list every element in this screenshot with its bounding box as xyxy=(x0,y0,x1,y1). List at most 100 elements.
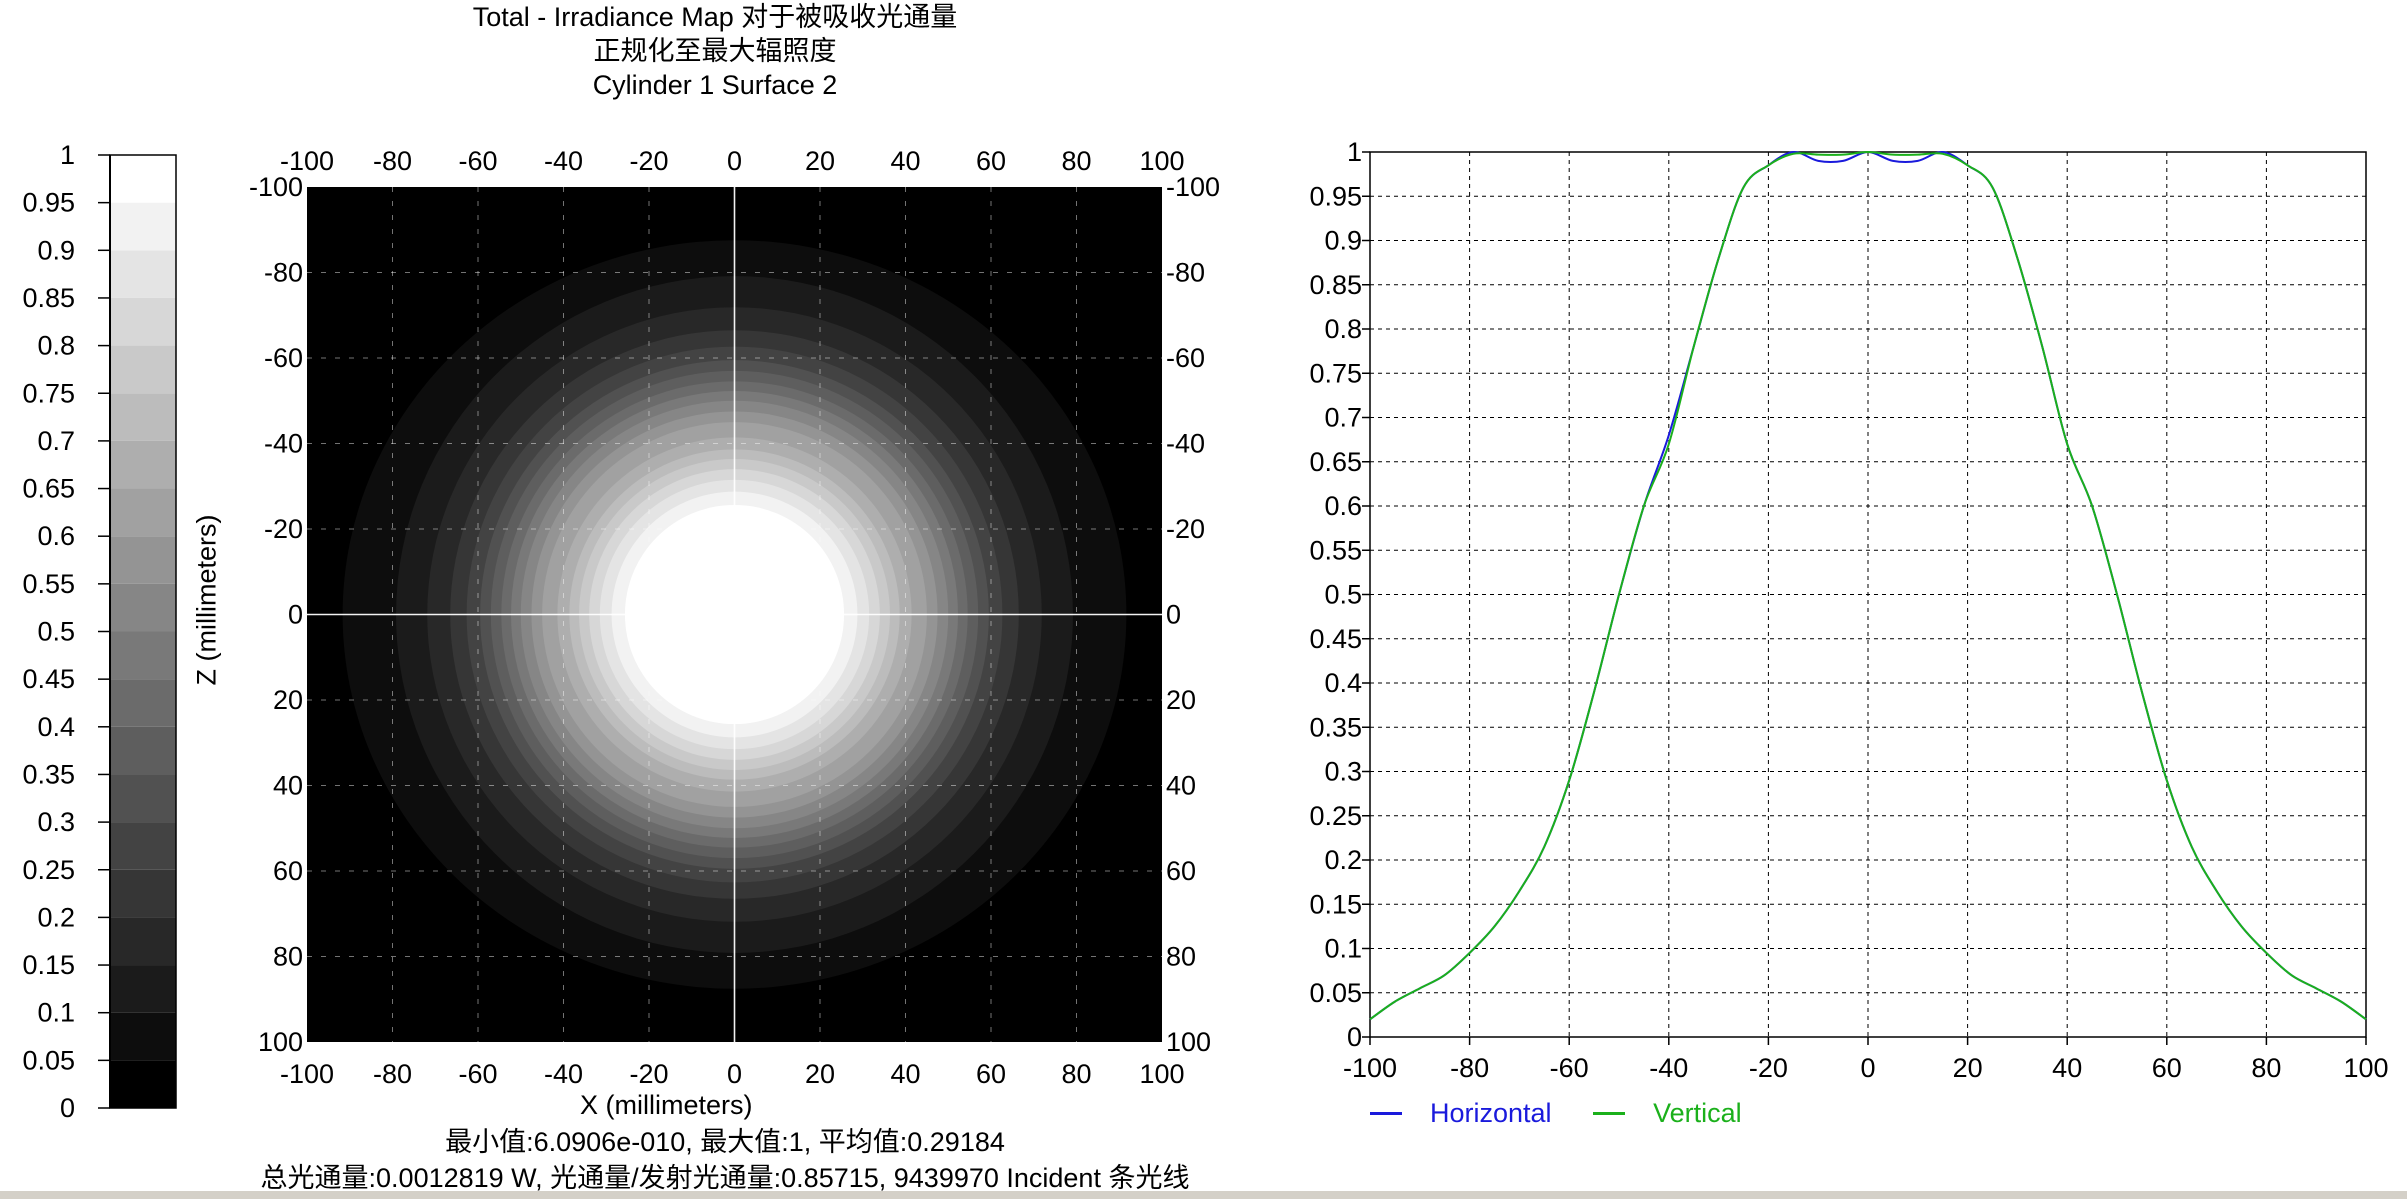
colorbar-tick-label: 0.05 xyxy=(22,1045,75,1075)
irradiance-map-axes: -100 -100 -80 -80 -60 -60 -40 -40 -20 -20 0 0 20 20 40… xyxy=(249,146,1220,1089)
map-x-axis-label: X (millimeters) xyxy=(580,1090,753,1120)
map-bottom-tick-label: -100 xyxy=(280,1059,334,1089)
map-right-tick-label: 100 xyxy=(1166,1027,1211,1057)
map-left-tick-label: 80 xyxy=(273,942,303,972)
colorbar-band xyxy=(110,155,176,203)
map-left-tick-label: -40 xyxy=(264,429,303,459)
colorbar-band xyxy=(110,1060,176,1108)
y-tick-label: 0.85 xyxy=(1309,270,1362,300)
legend-swatch-vertical xyxy=(1593,1112,1626,1115)
x-tick-label: -80 xyxy=(1450,1053,1489,1083)
chart-subtitle: 正规化至最大辐照度 xyxy=(593,36,837,66)
chart-title-block: Total - Irradiance Map 对于被吸收光通量 正规化至最大辐照… xyxy=(300,0,1130,102)
colorbar-tick-label: 0.65 xyxy=(22,474,75,504)
series-line-vertical xyxy=(1369,150,2367,1021)
y-tick-label: 0.95 xyxy=(1309,181,1362,211)
legend-item-horizontal: Horizontal xyxy=(1370,1098,1552,1129)
map-top-tick-label: 60 xyxy=(976,146,1006,176)
map-left-tick-label: -20 xyxy=(264,514,303,544)
colorbar-tick-label: 0.45 xyxy=(22,664,75,694)
y-tick-label: 0.1 xyxy=(1324,934,1362,964)
map-right-tick-label: -40 xyxy=(1166,429,1205,459)
map-bottom-tick-label: -60 xyxy=(458,1059,497,1089)
y-tick-label: 0.55 xyxy=(1309,535,1362,565)
legend-swatch-horizontal xyxy=(1370,1112,1402,1115)
y-tick-label: 0.75 xyxy=(1309,358,1362,388)
map-top-tick-label: 80 xyxy=(1061,146,1091,176)
map-top-tick-label: -60 xyxy=(458,146,497,176)
colorbar-tick-label: 0.6 xyxy=(37,521,75,551)
x-tick-label: -20 xyxy=(1749,1053,1788,1083)
irradiance-map xyxy=(307,187,1162,1042)
y-tick-label: 0.25 xyxy=(1309,801,1362,831)
colorbar-axis: 1 0.95 0.9 0.85 0.8 0.75 0.7 0.65 0.6 0.55 0.5 0.45… xyxy=(22,140,111,1123)
map-left-tick-label: -60 xyxy=(264,343,303,373)
colorbar-band xyxy=(110,393,176,441)
chart-title: Total - Irradiance Map 对于被吸收光通量 xyxy=(472,2,958,32)
colorbar-band xyxy=(110,774,176,823)
map-left-tick-label: -100 xyxy=(249,172,303,202)
y-tick-label: 0 xyxy=(1347,1022,1362,1052)
map-top-tick-label: -20 xyxy=(629,146,668,176)
y-tick-label: 0.65 xyxy=(1309,447,1362,477)
x-tick-label: 80 xyxy=(2251,1053,2281,1083)
legend-label-vertical: Vertical xyxy=(1653,1098,1742,1128)
colorbar-tick-label: 0.35 xyxy=(22,759,75,789)
colorbar-band xyxy=(110,297,176,346)
map-top-tick-label: 0 xyxy=(727,146,742,176)
colorbar-band xyxy=(110,679,176,727)
map-z-axis-label: Z (millimeters) xyxy=(191,514,222,686)
map-right-tick-label: 40 xyxy=(1166,771,1196,801)
y-tick-label: 0.9 xyxy=(1324,226,1362,256)
y-tick-label: 0.3 xyxy=(1324,757,1362,787)
x-tick-label: 40 xyxy=(2052,1053,2082,1083)
colorbar-tick-label: 0.8 xyxy=(37,331,75,361)
legend-item-vertical: Vertical xyxy=(1593,1098,1742,1129)
map-left-tick-label: 100 xyxy=(258,1027,303,1057)
map-bottom-tick-label: 80 xyxy=(1061,1059,1091,1089)
x-tick-label: 60 xyxy=(2152,1053,2182,1083)
map-top-tick-label: 40 xyxy=(890,146,920,176)
colorbar-band xyxy=(110,822,176,870)
y-tick-label: 0.6 xyxy=(1324,491,1362,521)
map-left-tick-label: 40 xyxy=(273,771,303,801)
y-tick-label: 1 xyxy=(1347,137,1362,167)
y-tick-label: 0.2 xyxy=(1324,845,1362,875)
map-bottom-tick-label: 0 xyxy=(727,1059,742,1089)
map-right-tick-label: -80 xyxy=(1166,258,1205,288)
colorbar xyxy=(109,154,177,1109)
window-bottom-edge xyxy=(0,1191,2407,1199)
colorbar-band xyxy=(110,536,176,584)
map-right-tick-label: 80 xyxy=(1166,942,1196,972)
colorbar-band xyxy=(110,631,176,680)
map-bottom-tick-label: 100 xyxy=(1139,1059,1184,1089)
y-tick-label: 0.45 xyxy=(1309,624,1362,654)
map-left-tick-label: 60 xyxy=(273,856,303,886)
map-left-tick-label: 20 xyxy=(273,685,303,715)
map-left-tick-label: -80 xyxy=(264,258,303,288)
map-bottom-tick-label: 40 xyxy=(890,1059,920,1089)
profile-legend: Horizontal Vertical xyxy=(1370,1091,1776,1129)
stats-min-max-mean: 最小值:6.0906e-010, 最大值:1, 平均值:0.29184 xyxy=(445,1127,1005,1157)
y-tick-label: 0.7 xyxy=(1324,403,1362,433)
map-bottom-tick-label: -40 xyxy=(544,1059,583,1089)
colorbar-tick-label: 0.3 xyxy=(37,807,75,837)
x-tick-label: -60 xyxy=(1550,1053,1589,1083)
map-top-tick-label: -80 xyxy=(373,146,412,176)
colorbar-tick-label: 0.85 xyxy=(22,283,75,313)
colorbar-tick-label: 0 xyxy=(60,1093,75,1123)
y-tick-label: 0.5 xyxy=(1324,580,1362,610)
colorbar-band xyxy=(110,726,176,775)
colorbar-band xyxy=(110,345,176,394)
y-tick-label: 0.8 xyxy=(1324,314,1362,344)
colorbar-band xyxy=(110,250,176,298)
stats-total-flux: 总光通量:0.0012819 W, 光通量/发射光通量:0.85715, 943… xyxy=(260,1163,1190,1193)
map-bottom-tick-label: 20 xyxy=(805,1059,835,1089)
colorbar-band xyxy=(110,488,176,537)
colorbar-tick-label: 0.2 xyxy=(37,902,75,932)
x-tick-label: 100 xyxy=(2343,1053,2388,1083)
map-right-tick-label: -60 xyxy=(1166,343,1205,373)
colorbar-band xyxy=(110,202,176,251)
map-bottom-tick-label: -20 xyxy=(629,1059,668,1089)
